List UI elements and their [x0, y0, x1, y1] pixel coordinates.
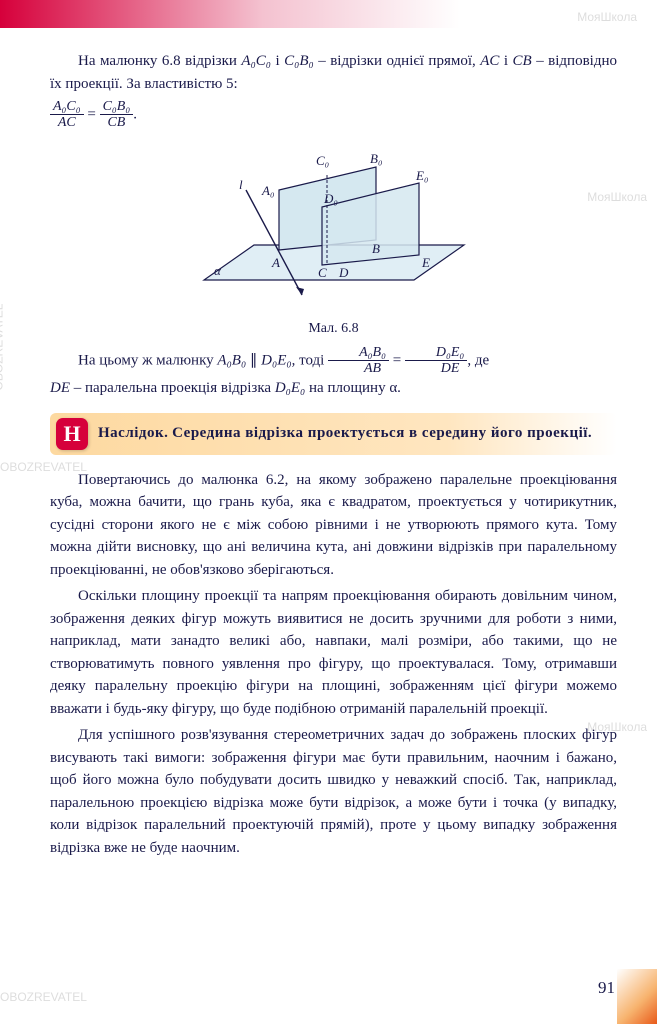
denominator: AB — [328, 361, 389, 376]
paragraph-3: Повертаючись до малюнка 6.2, на якому зо… — [50, 469, 617, 582]
fraction: A₀B₀ AB — [328, 345, 389, 377]
period: . — [133, 106, 137, 122]
math-var: CB — [513, 53, 532, 69]
text: і — [271, 53, 284, 69]
text: – паралельна проекція відрізка — [70, 380, 275, 396]
formula-1: A₀C₀ AC = C₀B₀ CB . — [50, 99, 617, 131]
text: на площину α. — [305, 380, 401, 396]
numerator: D₀E₀ — [405, 345, 467, 361]
fraction: A₀C₀ AC — [50, 99, 84, 131]
paragraph-4: Оскільки площину проекції та напрям прое… — [50, 585, 617, 720]
math-var: D₀E₀ — [275, 380, 305, 396]
label-A: A — [271, 255, 280, 270]
math-var: C₀B₀ — [284, 53, 314, 69]
label-B: B — [372, 241, 380, 256]
label-C0: C₀ — [316, 153, 329, 168]
math-var: A₀C₀ — [241, 53, 271, 69]
denominator: DE — [405, 361, 467, 376]
equals: = — [393, 352, 405, 368]
label-D0: D₀ — [323, 191, 338, 206]
text: , тоді — [292, 352, 328, 368]
watermark: OBOZREVATEL — [0, 460, 87, 474]
math-var: D₀E₀ — [261, 352, 291, 368]
math-var: DE — [50, 380, 70, 396]
parallel: ∥ — [246, 352, 261, 368]
watermark: OBOZREVATEL — [0, 990, 87, 1004]
callout-text: Середина відрізка проектується в середин… — [172, 425, 592, 441]
fraction: C₀B₀ CB — [100, 99, 134, 131]
equals: = — [87, 106, 99, 122]
label-C: C — [318, 265, 327, 280]
numerator: A₀B₀ — [328, 345, 389, 361]
paragraph-5: Для успішного розв'язування стереометрич… — [50, 724, 617, 859]
math-var: AC — [480, 53, 499, 69]
math-var: A₀B₀ — [217, 352, 246, 368]
denominator: CB — [100, 115, 134, 130]
callout-badge-icon: Н — [56, 418, 88, 450]
watermark: МояШкола — [577, 10, 637, 24]
label-alpha: α — [214, 263, 222, 278]
label-E: E — [421, 255, 430, 270]
figure-6-8: l A₀ C₀ B₀ D₀ E₀ A C D B E α Мал. 6.8 — [50, 145, 617, 337]
text: – відрізки однієї прямої, — [314, 53, 481, 69]
numerator: A₀C₀ — [50, 99, 84, 115]
geometry-diagram: l A₀ C₀ B₀ D₀ E₀ A C D B E α — [184, 145, 484, 310]
callout-title: Наслідок. — [98, 425, 168, 441]
page-container: МояШкола МояШкола OBOZREVATEL МояШкола O… — [0, 0, 657, 1024]
label-l: l — [239, 177, 243, 192]
watermark: OBOZREVATEL — [0, 304, 5, 391]
page-number: 91 — [598, 978, 615, 998]
corner-accent — [617, 969, 657, 1024]
paragraph-2: На цьому ж малюнку A₀B₀ ∥ D₀E₀, тоді A₀B… — [50, 345, 617, 399]
label-A0: A₀ — [261, 183, 274, 198]
label-B0: B₀ — [370, 151, 382, 166]
arrow-head — [296, 287, 304, 295]
text: і — [499, 53, 512, 69]
paragraph-1: На малюнку 6.8 відрізки A₀C₀ і C₀B₀ – ві… — [50, 50, 617, 95]
text: На малюнку 6.8 відрізки — [78, 53, 241, 69]
numerator: C₀B₀ — [100, 99, 134, 115]
text: , де — [467, 352, 489, 368]
figure-caption: Мал. 6.8 — [50, 321, 617, 337]
label-E0: E₀ — [415, 168, 428, 183]
watermark: МояШкола — [587, 190, 647, 204]
text: На цьому ж малюнку — [78, 352, 217, 368]
corollary-callout: Н Наслідок. Середина відрізка проектуєть… — [50, 413, 617, 455]
content-area: На малюнку 6.8 відрізки A₀C₀ і C₀B₀ – ві… — [50, 20, 617, 859]
denominator: AC — [50, 115, 84, 130]
label-D: D — [338, 265, 349, 280]
fraction: D₀E₀ DE — [405, 345, 467, 377]
watermark: МояШкола — [587, 720, 647, 734]
